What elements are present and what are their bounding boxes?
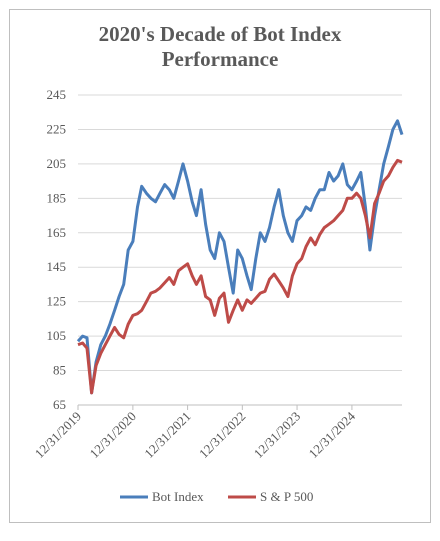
x-tick-label: 12/31/2024 <box>306 408 359 461</box>
x-tick-label: 12/31/2021 <box>141 409 193 461</box>
x-tick-label: 12/31/2023 <box>251 409 303 461</box>
y-tick-label: 205 <box>47 156 67 171</box>
y-tick-label: 245 <box>47 87 67 102</box>
y-tick-label: 125 <box>47 294 67 309</box>
chart-title: 2020's Decade of Bot Index Performance <box>98 22 342 71</box>
y-tick-label: 65 <box>53 397 66 412</box>
y-tick-label: 105 <box>47 328 67 343</box>
x-tick-label: 12/31/2022 <box>196 409 248 461</box>
chart-frame <box>9 9 431 523</box>
y-tick-label: 225 <box>47 121 67 136</box>
y-tick-label: 85 <box>53 363 66 378</box>
x-tick-label: 12/31/2019 <box>32 409 84 461</box>
series-line <box>76 119 404 395</box>
legend-label: Bot Index <box>152 489 204 504</box>
series-line <box>77 158 403 395</box>
y-tick-label: 145 <box>47 259 67 274</box>
y-tick-label: 185 <box>47 190 67 205</box>
legend-label: S & P 500 <box>260 489 313 504</box>
x-tick-label: 12/31/2020 <box>87 409 139 461</box>
y-tick-label: 165 <box>47 225 67 240</box>
